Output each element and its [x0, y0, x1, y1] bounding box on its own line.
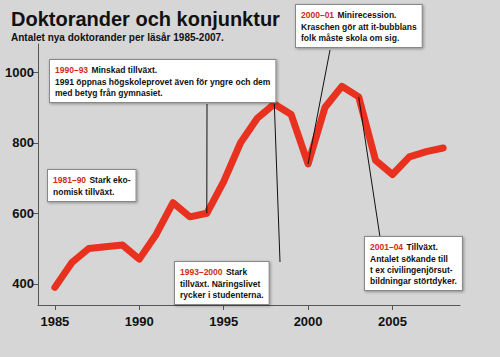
svg-text:bildningar störtdyker.: bildningar störtdyker.	[370, 276, 457, 286]
svg-text:Minskad tillväxt.: Minskad tillväxt.	[91, 65, 157, 75]
svg-text:1993–2000: 1993–2000	[180, 267, 223, 277]
svg-text:Doktorander och konjunktur: Doktorander och konjunktur	[11, 8, 280, 30]
svg-text:600: 600	[12, 206, 34, 221]
svg-text:Stark eko-: Stark eko-	[89, 175, 130, 185]
svg-text:2001–04: 2001–04	[370, 242, 403, 252]
svg-text:1990: 1990	[125, 314, 154, 329]
svg-text:Minirecession.: Minirecession.	[337, 10, 396, 20]
svg-text:2005: 2005	[378, 314, 407, 329]
svg-text:Tillväxt.: Tillväxt.	[406, 242, 438, 252]
svg-text:1985: 1985	[40, 314, 69, 329]
svg-text:folk måste skola om sig.: folk måste skola om sig.	[301, 33, 399, 43]
svg-text:1990–93: 1990–93	[55, 65, 88, 75]
svg-text:400: 400	[12, 276, 34, 291]
svg-text:2000: 2000	[294, 314, 323, 329]
svg-text:2000–01: 2000–01	[301, 10, 334, 20]
svg-text:1981–90: 1981–90	[53, 175, 86, 185]
svg-text:tillväxt. Näringslivet: tillväxt. Näringslivet	[180, 279, 260, 289]
svg-text:1991 öppnas högskoleprovet äve: 1991 öppnas högskoleprovet även för yngr…	[55, 77, 271, 87]
svg-text:Antalet sökande till: Antalet sökande till	[370, 254, 448, 264]
svg-text:Stark: Stark	[226, 267, 248, 277]
svg-text:Kraschen gör att it-bubblans: Kraschen gör att it-bubblans	[301, 22, 417, 32]
svg-text:rycker i studenterna.: rycker i studenterna.	[180, 290, 264, 300]
svg-text:Antalet nya doktorander per lä: Antalet nya doktorander per läsår 1985-2…	[11, 32, 224, 43]
svg-text:med betyg från gymnasiet.: med betyg från gymnasiet.	[55, 88, 163, 98]
svg-text:nomisk tillväxt.: nomisk tillväxt.	[53, 187, 114, 197]
svg-text:1000: 1000	[5, 65, 34, 80]
svg-text:1995: 1995	[209, 314, 238, 329]
svg-text:800: 800	[12, 135, 34, 150]
svg-text:t ex civilingenjörsut-: t ex civilingenjörsut-	[370, 265, 453, 275]
